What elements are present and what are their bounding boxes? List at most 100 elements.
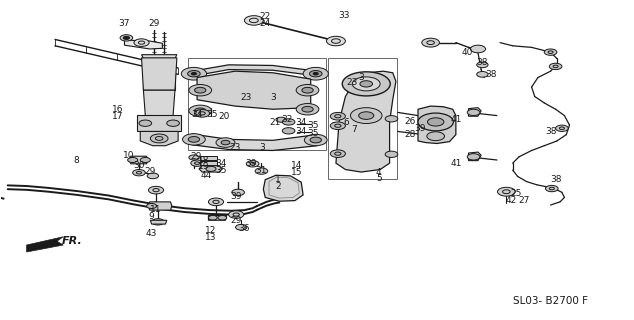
Circle shape <box>146 204 157 209</box>
Circle shape <box>555 125 568 132</box>
Text: 29: 29 <box>144 167 155 176</box>
Circle shape <box>302 87 313 93</box>
Text: 30: 30 <box>133 161 145 170</box>
Text: 39: 39 <box>230 192 242 201</box>
Polygon shape <box>192 65 317 76</box>
Polygon shape <box>141 55 177 59</box>
Text: 32: 32 <box>281 115 292 124</box>
Polygon shape <box>469 152 481 161</box>
Text: 29: 29 <box>231 216 242 225</box>
Circle shape <box>360 81 373 87</box>
Polygon shape <box>200 161 217 165</box>
Text: 39: 39 <box>245 159 257 168</box>
Circle shape <box>123 36 129 39</box>
Circle shape <box>296 104 319 115</box>
Circle shape <box>544 49 557 55</box>
Text: 29: 29 <box>148 19 160 28</box>
Circle shape <box>477 71 488 77</box>
Text: 9: 9 <box>149 212 155 221</box>
Text: 5: 5 <box>376 174 382 183</box>
Circle shape <box>282 119 295 125</box>
Circle shape <box>330 112 346 120</box>
Text: 4: 4 <box>376 168 382 177</box>
Text: 28: 28 <box>404 130 416 139</box>
Circle shape <box>296 84 319 96</box>
Text: 38: 38 <box>485 70 496 79</box>
Text: 11: 11 <box>150 205 162 214</box>
Text: 42: 42 <box>506 196 517 205</box>
Circle shape <box>342 72 390 96</box>
Circle shape <box>549 63 562 69</box>
Circle shape <box>303 68 328 80</box>
Text: 35: 35 <box>307 121 318 130</box>
Polygon shape <box>141 58 177 90</box>
Circle shape <box>359 112 374 119</box>
Text: 38: 38 <box>550 175 561 184</box>
Text: 40: 40 <box>462 48 473 57</box>
Text: 3: 3 <box>358 73 364 82</box>
Text: 3: 3 <box>259 143 265 152</box>
Text: 27: 27 <box>519 196 530 205</box>
Text: 10: 10 <box>123 151 134 160</box>
Text: 35: 35 <box>307 130 318 139</box>
Circle shape <box>167 120 179 126</box>
Circle shape <box>139 120 152 126</box>
Polygon shape <box>263 175 303 201</box>
Text: 21: 21 <box>269 118 281 127</box>
Text: 35: 35 <box>206 110 217 119</box>
Text: 2: 2 <box>275 181 281 190</box>
Text: 44: 44 <box>201 171 212 180</box>
Circle shape <box>181 68 207 80</box>
Text: 18: 18 <box>198 156 209 164</box>
Circle shape <box>467 109 480 116</box>
Circle shape <box>120 35 133 41</box>
Circle shape <box>255 168 268 174</box>
Circle shape <box>310 137 321 143</box>
Circle shape <box>183 134 205 145</box>
Text: 14: 14 <box>291 161 302 170</box>
Polygon shape <box>27 237 63 252</box>
Polygon shape <box>469 108 481 116</box>
Circle shape <box>150 134 168 143</box>
Circle shape <box>232 189 245 196</box>
Circle shape <box>276 117 286 122</box>
Circle shape <box>191 72 197 75</box>
Text: SL03- B2700 F: SL03- B2700 F <box>513 296 588 306</box>
Circle shape <box>330 150 346 157</box>
Polygon shape <box>143 90 175 116</box>
Text: 24: 24 <box>259 19 271 28</box>
Text: 41: 41 <box>450 159 462 168</box>
Text: 7: 7 <box>351 125 356 134</box>
Circle shape <box>385 151 398 157</box>
Text: 8: 8 <box>73 156 79 165</box>
Circle shape <box>127 157 138 163</box>
Circle shape <box>302 106 313 112</box>
Text: 33: 33 <box>339 11 350 20</box>
Polygon shape <box>209 215 227 220</box>
Polygon shape <box>336 71 396 172</box>
Circle shape <box>385 116 398 122</box>
Circle shape <box>353 77 380 91</box>
Text: 34: 34 <box>216 159 227 168</box>
Polygon shape <box>150 220 167 224</box>
Text: 35: 35 <box>216 166 227 175</box>
Text: 23: 23 <box>241 93 252 102</box>
Polygon shape <box>200 156 217 160</box>
Text: 16: 16 <box>112 105 124 114</box>
Text: 31: 31 <box>256 166 267 175</box>
Text: 41: 41 <box>450 115 462 124</box>
Text: 43: 43 <box>146 229 157 238</box>
Polygon shape <box>124 40 162 49</box>
Text: 34: 34 <box>295 127 306 136</box>
Circle shape <box>327 36 346 46</box>
Text: 6: 6 <box>344 118 349 127</box>
Circle shape <box>470 45 486 53</box>
Bar <box>328 59 397 179</box>
Circle shape <box>351 108 382 124</box>
Text: 23: 23 <box>230 143 241 152</box>
Circle shape <box>195 109 210 117</box>
Circle shape <box>309 70 322 77</box>
Circle shape <box>282 128 295 134</box>
Circle shape <box>467 154 480 160</box>
Circle shape <box>195 108 206 114</box>
